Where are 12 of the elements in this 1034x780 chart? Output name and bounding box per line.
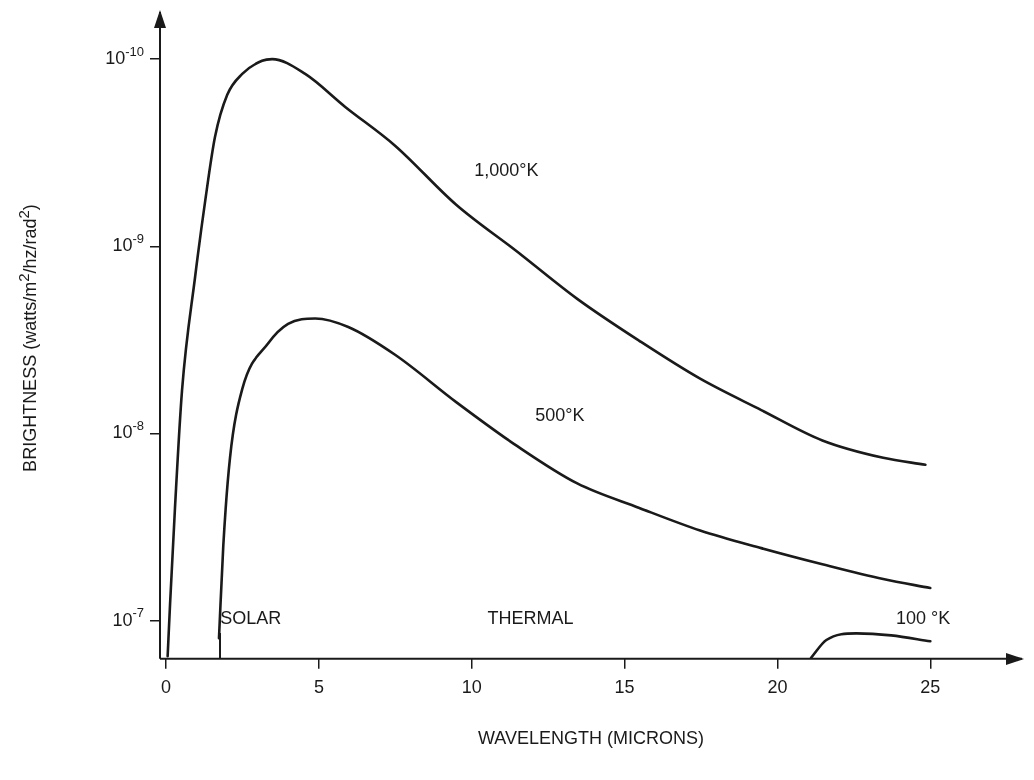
annotation: THERMAL <box>487 607 574 628</box>
x-axis-title: WAVELENGTH (MICRONS) <box>477 728 705 749</box>
x-tick-label: 5 <box>313 676 324 697</box>
series-label: 1,000°K <box>474 159 539 180</box>
x-tick-label: 20 <box>767 676 788 697</box>
series-label: 500°K <box>535 405 585 426</box>
x-tick-label: 10 <box>461 676 482 697</box>
series-label: 100 °K <box>896 608 951 629</box>
x-tick-label: 25 <box>920 676 941 697</box>
annotation: SOLAR <box>220 607 282 628</box>
x-tick-label: 0 <box>161 676 172 697</box>
x-tick-label: 15 <box>614 676 635 697</box>
